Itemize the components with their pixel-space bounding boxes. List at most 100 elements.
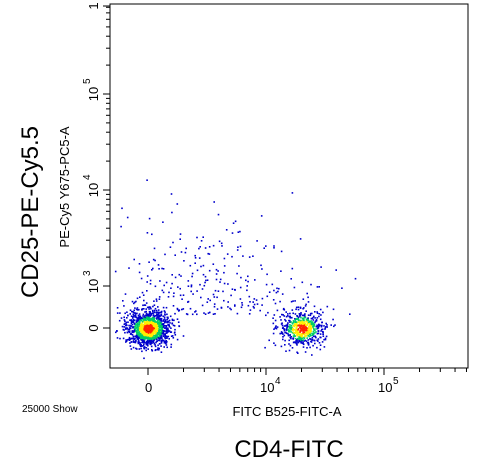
event-dot — [139, 327, 142, 330]
event-dot — [150, 321, 152, 324]
event-dot — [139, 328, 142, 331]
event-dot — [134, 325, 137, 327]
event-dot — [156, 327, 159, 330]
event-dot — [154, 344, 156, 346]
event-dot — [295, 331, 298, 334]
event-dot — [152, 320, 155, 323]
event-dot — [293, 286, 296, 289]
event-dot — [148, 308, 150, 310]
event-dot — [285, 325, 287, 327]
event-dot — [155, 298, 158, 300]
event-dot — [134, 301, 136, 304]
event-dot — [125, 328, 127, 330]
event-dot — [300, 339, 302, 341]
event-dot — [326, 324, 328, 326]
event-dot — [164, 314, 166, 316]
event-dot — [126, 327, 129, 330]
event-dot — [306, 327, 308, 330]
event-dot — [307, 330, 310, 333]
event-dot — [297, 327, 300, 330]
event-dot — [248, 313, 251, 315]
event-dot — [306, 333, 309, 335]
event-dot — [312, 319, 315, 321]
event-dot — [149, 283, 152, 285]
event-dot — [320, 266, 322, 268]
event-dot — [273, 289, 275, 292]
event-dot — [295, 323, 297, 325]
event-dot — [189, 307, 192, 310]
event-dot — [167, 296, 170, 298]
event-dot — [247, 275, 249, 278]
event-dot — [130, 333, 132, 335]
event-dot — [215, 273, 218, 275]
event-dot — [128, 330, 131, 332]
event-dot — [194, 262, 196, 264]
event-dot — [144, 336, 147, 339]
event-dot — [291, 192, 294, 194]
event-dot — [156, 318, 158, 320]
event-dot — [168, 325, 170, 327]
event-dot — [136, 348, 138, 350]
event-dot — [151, 338, 154, 340]
event-dot — [147, 344, 149, 347]
event-dot — [190, 285, 193, 288]
event-dot — [309, 328, 312, 331]
event-dot — [170, 193, 173, 195]
event-dot — [288, 343, 290, 345]
x-tick-label: 10 — [378, 380, 392, 395]
event-dot — [289, 336, 291, 339]
event-dot — [246, 285, 248, 287]
event-dot — [119, 337, 121, 340]
event-dot — [213, 296, 216, 298]
event-dot — [183, 260, 185, 262]
event-dot — [323, 325, 325, 327]
y-tick-label: 0 — [86, 324, 101, 331]
event-dot — [133, 327, 136, 330]
event-dot — [125, 323, 127, 325]
event-dot — [311, 336, 314, 339]
event-dot — [305, 326, 307, 329]
event-dot — [294, 313, 297, 315]
event-dot — [275, 291, 278, 294]
event-dot — [291, 322, 294, 325]
event-dot — [157, 306, 159, 308]
event-dot — [221, 245, 223, 247]
event-dot — [134, 341, 136, 344]
y-tick-label: 10 — [86, 183, 101, 197]
event-dot — [170, 327, 172, 329]
event-dot — [274, 344, 277, 347]
event-dot — [144, 329, 147, 332]
event-dot — [163, 341, 166, 344]
event-dot — [300, 333, 302, 335]
event-dot — [313, 305, 316, 308]
event-dot — [150, 318, 152, 321]
event-dot — [142, 332, 145, 335]
x-axis-ticks: 0104105106 — [145, 368, 467, 395]
event-dot — [151, 309, 154, 312]
event-dot — [309, 335, 312, 337]
event-dot — [198, 257, 201, 259]
event-dot — [173, 319, 175, 322]
event-dot — [160, 319, 162, 321]
event-dot — [149, 323, 151, 325]
event-dot — [150, 322, 152, 325]
event-dot — [139, 343, 141, 346]
event-dot — [145, 347, 148, 349]
event-dot — [153, 300, 155, 302]
event-dot — [302, 346, 305, 348]
event-dot — [157, 311, 159, 314]
event-dot — [144, 318, 146, 321]
event-dot — [302, 323, 304, 325]
event-dot — [157, 337, 160, 339]
event-dot — [287, 322, 289, 324]
event-dot — [126, 311, 128, 313]
event-dot — [135, 323, 137, 325]
event-dot — [230, 308, 232, 311]
event-dot — [148, 261, 150, 263]
event-dot — [134, 319, 136, 322]
event-dot — [143, 338, 146, 341]
event-dot — [299, 335, 301, 338]
event-dot — [282, 333, 284, 335]
event-dot — [212, 263, 215, 265]
event-dot — [138, 332, 140, 334]
